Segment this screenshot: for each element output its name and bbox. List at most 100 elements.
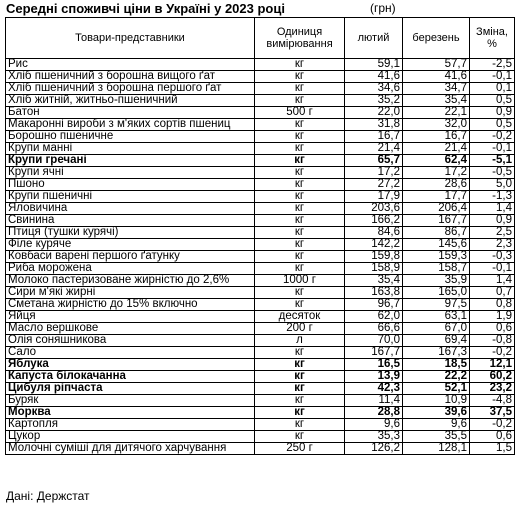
product-name-cell: Крупи манні xyxy=(5,142,255,155)
unit-cell: кг xyxy=(254,58,345,71)
table-row: Крупи манні кг 21,4 21,4 -0,1 xyxy=(5,142,515,155)
product-name-cell: Філе куряче xyxy=(5,238,255,251)
change-cell: 0,8 xyxy=(469,298,515,311)
unit-cell: л xyxy=(254,334,345,347)
feb-price-cell: 27,2 xyxy=(344,178,403,191)
feb-price-cell: 31,8 xyxy=(344,118,403,131)
mar-price-cell: 57,7 xyxy=(402,58,470,71)
product-name-cell: Молочні суміші для дитячого харчування xyxy=(5,442,255,455)
unit-cell: кг xyxy=(254,298,345,311)
product-name-cell: Свинина xyxy=(5,214,255,227)
product-name-cell: Хліб житній, житньо-пшеничний xyxy=(5,94,255,107)
change-cell: -0,2 xyxy=(469,130,515,143)
mar-price-cell: 52,1 xyxy=(402,382,470,395)
feb-price-cell: 16,7 xyxy=(344,130,403,143)
feb-price-cell: 167,7 xyxy=(344,346,403,359)
feb-price-cell: 166,2 xyxy=(344,214,403,227)
change-cell: 0,1 xyxy=(469,82,515,95)
feb-price-cell: 9,6 xyxy=(344,418,403,431)
product-name-cell: Яблука xyxy=(5,358,255,371)
feb-price-cell: 163,8 xyxy=(344,286,403,299)
feb-price-cell: 70,0 xyxy=(344,334,403,347)
mar-price-cell: 128,1 xyxy=(402,442,470,455)
feb-price-cell: 158,9 xyxy=(344,262,403,275)
table-row: Цибуля ріпчаста кг 42,3 52,1 23,2 xyxy=(5,382,515,395)
mar-price-cell: 9,6 xyxy=(402,418,470,431)
header-row: Товари-представники Одиниця вимірювання … xyxy=(5,17,515,59)
change-cell: 1,4 xyxy=(469,274,515,287)
table-row: Батон 500 г 22,0 22,1 0,9 xyxy=(5,106,515,119)
product-name-cell: Морква xyxy=(5,406,255,419)
table-row: Буряк кг 11,4 10,9 -4,8 xyxy=(5,394,515,407)
change-cell: -1,3 xyxy=(469,190,515,203)
change-cell: 0,6 xyxy=(469,430,515,443)
change-cell: 1,5 xyxy=(469,442,515,455)
mar-price-cell: 22,1 xyxy=(402,106,470,119)
feb-price-cell: 126,2 xyxy=(344,442,403,455)
product-name-cell: Молоко пастеризоване жирністю до 2,6% xyxy=(5,274,255,287)
header-change: Зміна, % xyxy=(469,17,515,59)
product-name-cell: Картопля xyxy=(5,418,255,431)
table-row: Капуста білокачанна кг 13,9 22,2 60,2 xyxy=(5,370,515,383)
mar-price-cell: 35,9 xyxy=(402,274,470,287)
product-name-cell: Макаронні вироби з м'яких сортів пшениц xyxy=(5,118,255,131)
feb-price-cell: 84,6 xyxy=(344,226,403,239)
unit-cell: кг xyxy=(254,118,345,131)
mar-price-cell: 67,0 xyxy=(402,322,470,335)
unit-cell: кг xyxy=(254,130,345,143)
mar-price-cell: 22,2 xyxy=(402,370,470,383)
feb-price-cell: 17,9 xyxy=(344,190,403,203)
change-cell: 1,9 xyxy=(469,310,515,323)
header-jan: лютий xyxy=(344,17,403,59)
unit-cell: кг xyxy=(254,262,345,275)
table-row: Сметана жирністю до 15% включно кг 96,7 97,… xyxy=(5,298,515,311)
table-row: Крупи пшеничні кг 17,9 17,7 -1,3 xyxy=(5,190,515,203)
source-note: Дані: Держстат xyxy=(6,489,90,503)
table-row: Крупи гречані кг 65,7 62,4 -5,1 xyxy=(5,154,515,167)
change-cell: -2,5 xyxy=(469,58,515,71)
product-name-cell: Ковбаси варені першого ґатунку xyxy=(5,250,255,263)
table-row: Пшоно кг 27,2 28,6 5,0 xyxy=(5,178,515,191)
feb-price-cell: 142,2 xyxy=(344,238,403,251)
table-row: Яловичина кг 203,6 206,4 1,4 xyxy=(5,202,515,215)
product-name-cell: Масло вершкове xyxy=(5,322,255,335)
mar-price-cell: 35,4 xyxy=(402,94,470,107)
unit-cell: кг xyxy=(254,238,345,251)
unit-cell: 500 г xyxy=(254,106,345,119)
change-cell: 60,2 xyxy=(469,370,515,383)
header-mar: березень xyxy=(402,17,470,59)
table-row: Свинина кг 166,2 167,7 0,9 xyxy=(5,214,515,227)
title-row: Середні споживчі ціни в Україні у 2023 р… xyxy=(6,1,514,17)
table-row: Морква кг 28,8 39,6 37,5 xyxy=(5,406,515,419)
product-name-cell: Капуста білокачанна xyxy=(5,370,255,383)
product-name-cell: Хліб пшеничний з борошна першого ґат xyxy=(5,82,255,95)
table-row: Яблука кг 16,5 18,5 12,1 xyxy=(5,358,515,371)
feb-price-cell: 65,7 xyxy=(344,154,403,167)
unit-cell: кг xyxy=(254,418,345,431)
unit-cell: 200 г xyxy=(254,322,345,335)
unit-cell: кг xyxy=(254,394,345,407)
change-cell: -0,5 xyxy=(469,166,515,179)
header-unit: Одиниця вимірювання xyxy=(254,17,345,59)
table-row: Цукор кг 35,3 35,5 0,6 xyxy=(5,430,515,443)
unit-cell: кг xyxy=(254,226,345,239)
product-name-cell: Сири м'які жирні xyxy=(5,286,255,299)
feb-price-cell: 11,4 xyxy=(344,394,403,407)
change-cell: 2,5 xyxy=(469,226,515,239)
mar-price-cell: 63,1 xyxy=(402,310,470,323)
feb-price-cell: 28,8 xyxy=(344,406,403,419)
mar-price-cell: 86,7 xyxy=(402,226,470,239)
product-name-cell: Крупи гречані xyxy=(5,154,255,167)
feb-price-cell: 203,6 xyxy=(344,202,403,215)
table-row: Хліб пшеничний з борошна першого ґат кг 34… xyxy=(5,82,515,95)
feb-price-cell: 159,8 xyxy=(344,250,403,263)
mar-price-cell: 69,4 xyxy=(402,334,470,347)
table-row: Птиця (тушки курячі) кг 84,6 86,7 2,5 xyxy=(5,226,515,239)
change-cell: 2,3 xyxy=(469,238,515,251)
unit-cell: кг xyxy=(254,358,345,371)
product-name-cell: Пшоно xyxy=(5,178,255,191)
product-name-cell: Рис xyxy=(5,58,255,71)
mar-price-cell: 32,0 xyxy=(402,118,470,131)
currency-unit: (грн) xyxy=(370,1,396,15)
table-row: Хліб пшеничний з борошна вищого ґат кг 41,… xyxy=(5,70,515,83)
